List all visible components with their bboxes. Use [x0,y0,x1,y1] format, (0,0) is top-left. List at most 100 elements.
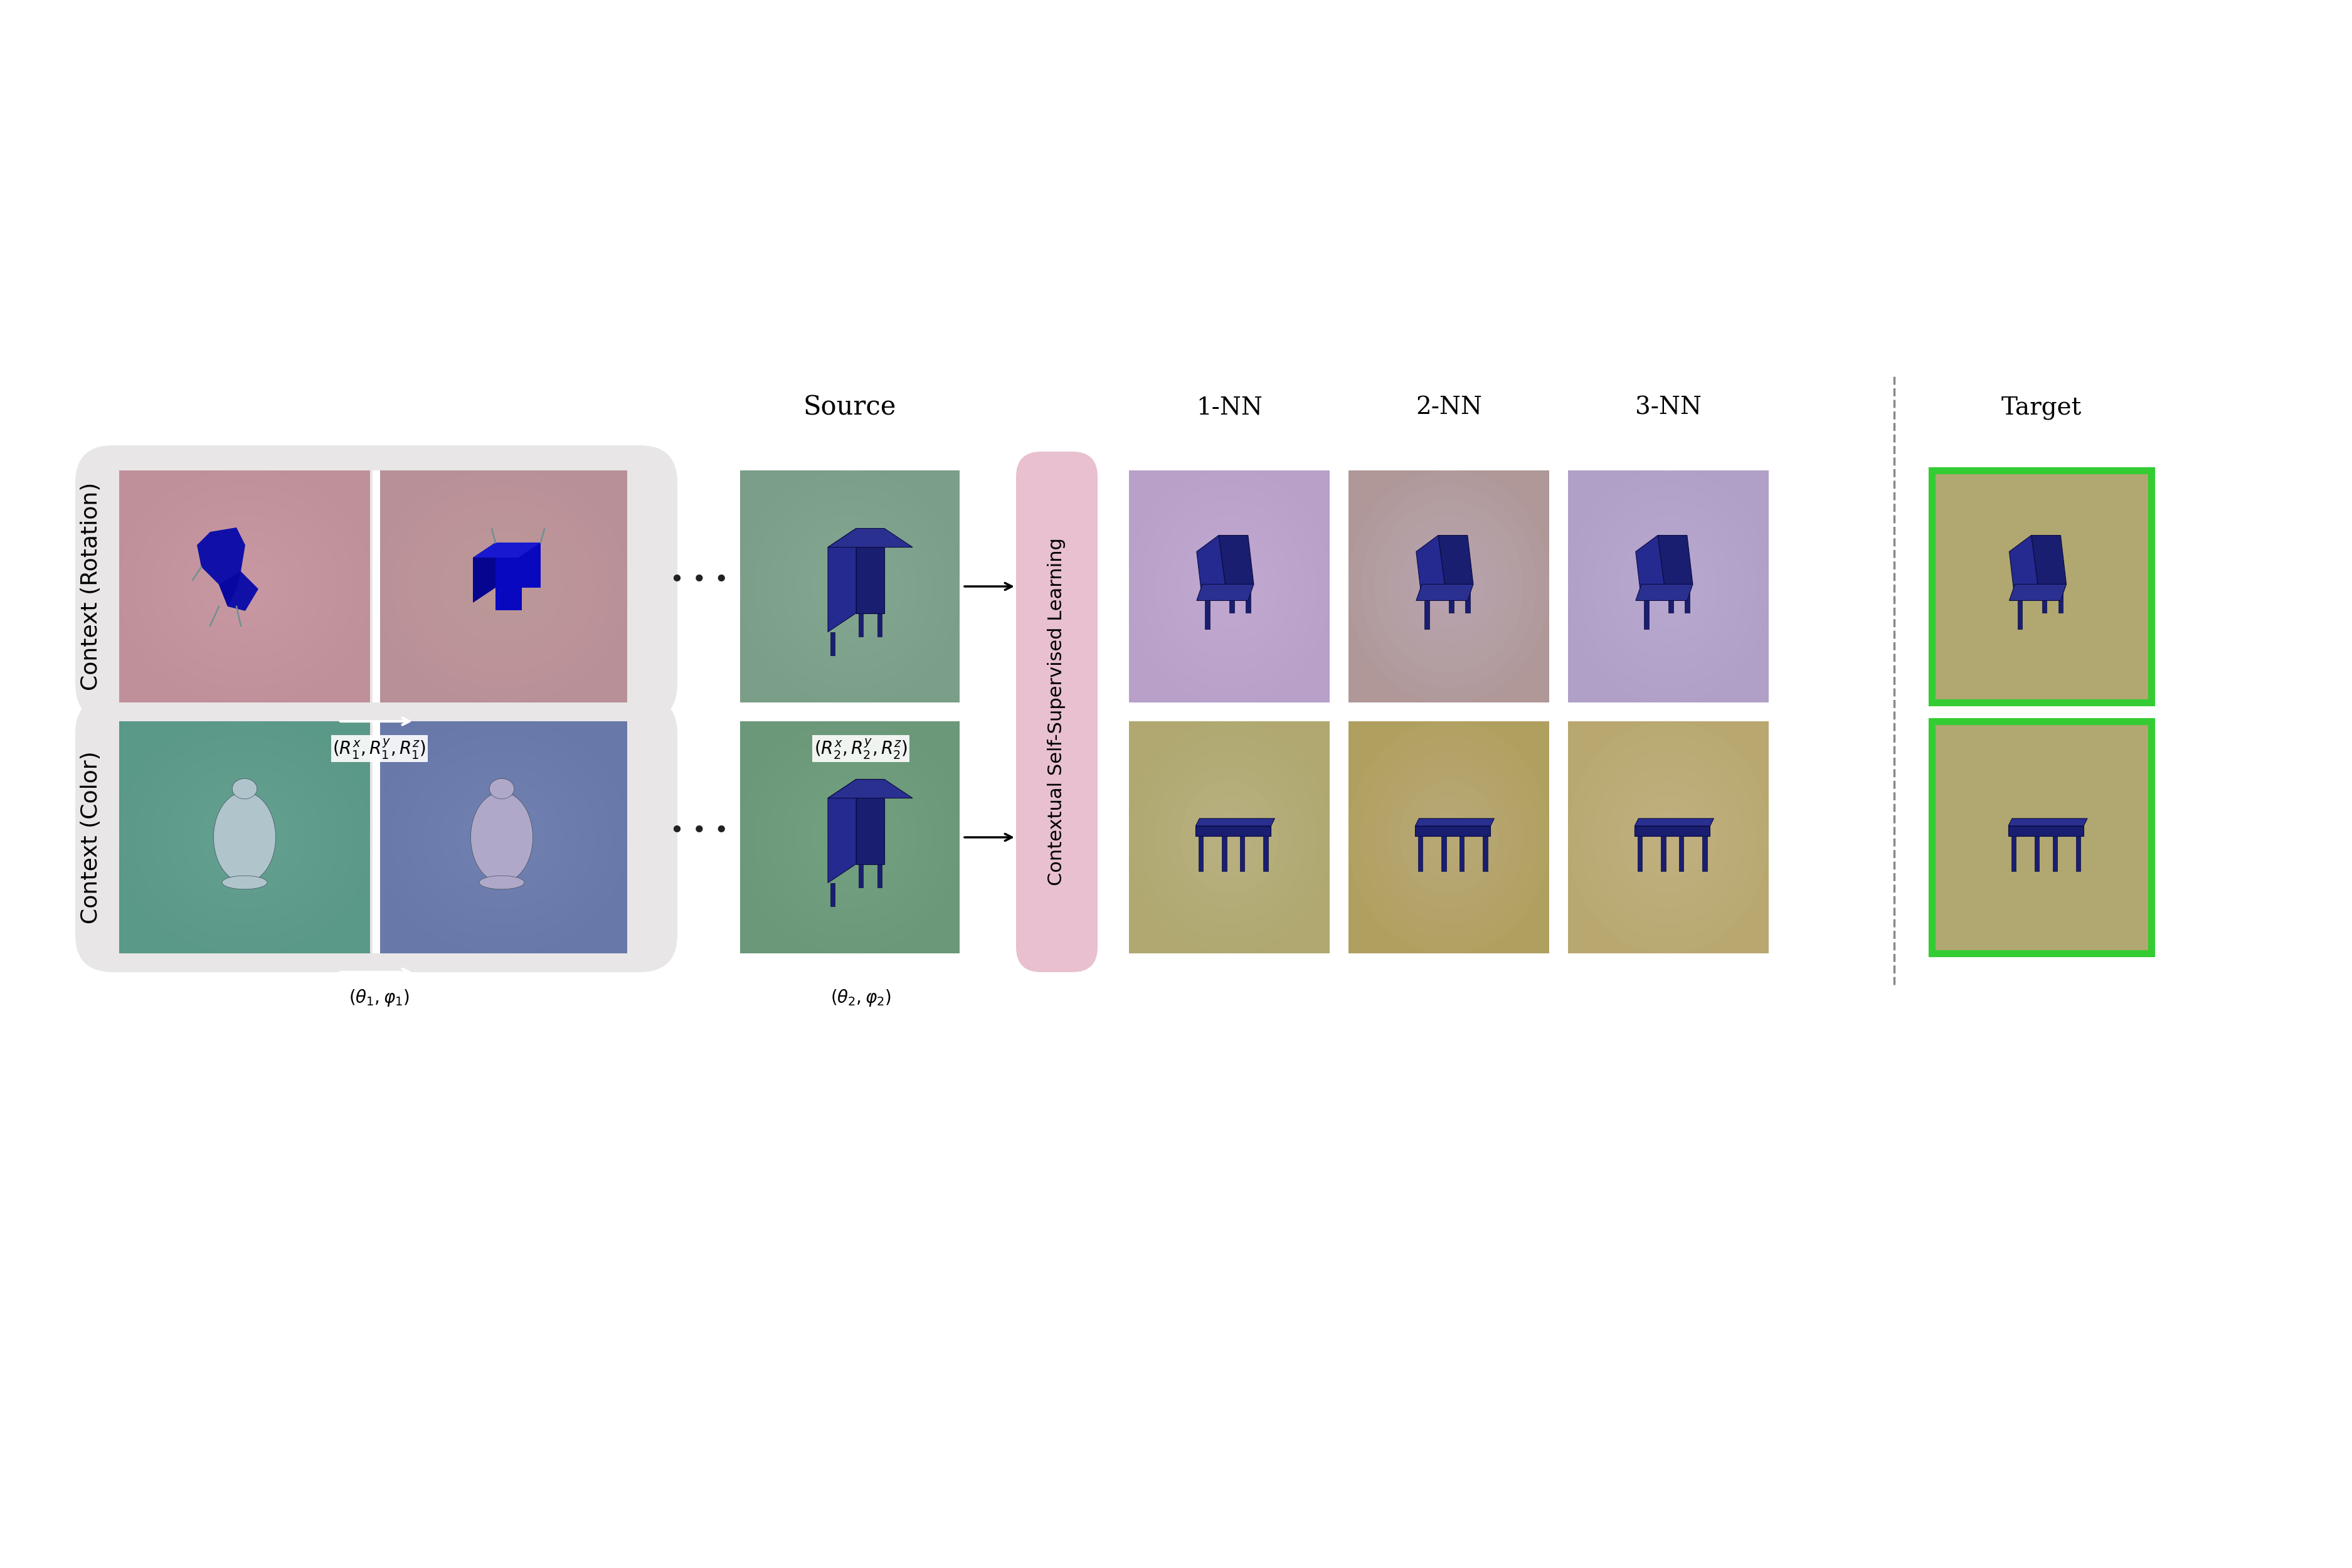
Polygon shape [1668,585,1672,613]
Ellipse shape [470,792,534,883]
Ellipse shape [1439,575,1458,597]
Text: Context (Rotation): Context (Rotation) [80,483,101,690]
Text: 1-NN: 1-NN [1197,397,1263,419]
Ellipse shape [167,516,322,657]
Bar [1348,470,1550,702]
Bar [830,883,835,906]
Ellipse shape [1414,797,1484,878]
Polygon shape [1204,601,1209,629]
Ellipse shape [783,767,917,908]
Bar [372,470,381,702]
Ellipse shape [811,546,889,627]
Bar [376,470,628,702]
Polygon shape [856,779,884,864]
Ellipse shape [1192,797,1265,878]
Ellipse shape [755,486,946,687]
Polygon shape [1635,585,1693,601]
Polygon shape [1465,585,1470,613]
Bar [741,721,960,953]
Ellipse shape [1192,546,1265,627]
Ellipse shape [1632,797,1705,878]
Ellipse shape [456,797,546,878]
Polygon shape [1197,535,1225,601]
Ellipse shape [1129,721,1329,953]
Ellipse shape [376,721,628,953]
Ellipse shape [233,779,256,800]
Ellipse shape [1399,781,1498,894]
Ellipse shape [480,875,524,889]
Bar [830,632,835,655]
Ellipse shape [1207,560,1251,613]
Ellipse shape [840,826,861,848]
Ellipse shape [233,575,256,597]
Ellipse shape [409,500,595,673]
Ellipse shape [741,721,960,953]
Text: $(R_2^x, R_2^y, R_2^z)$: $(R_2^x, R_2^y, R_2^z)$ [814,737,908,760]
Ellipse shape [426,516,579,657]
Ellipse shape [473,811,532,864]
Ellipse shape [409,751,595,924]
Bar [1569,721,1769,953]
Ellipse shape [1581,486,1757,687]
Polygon shape [1416,585,1472,601]
Ellipse shape [1388,516,1510,657]
Polygon shape [1437,535,1472,585]
Bar [877,613,882,637]
Bar [1129,470,1329,702]
Ellipse shape [1646,560,1691,613]
Ellipse shape [214,792,275,883]
Polygon shape [2042,585,2046,613]
Ellipse shape [1581,737,1757,938]
Polygon shape [2009,818,2086,826]
Polygon shape [828,528,913,547]
Ellipse shape [783,516,917,657]
Text: Context (Color): Context (Color) [80,751,101,924]
Ellipse shape [1646,811,1691,864]
Ellipse shape [769,751,931,924]
Ellipse shape [136,486,353,687]
Ellipse shape [440,781,562,894]
Polygon shape [1635,818,1715,826]
Polygon shape [2018,601,2023,629]
Ellipse shape [151,751,339,924]
Text: $(R_1^x, R_1^y, R_1^z)$: $(R_1^x, R_1^y, R_1^z)$ [332,737,426,760]
Ellipse shape [393,486,612,687]
Ellipse shape [120,470,369,702]
Ellipse shape [393,737,612,938]
Polygon shape [2032,535,2067,585]
Ellipse shape [1569,470,1769,702]
Polygon shape [473,543,496,602]
Bar [1418,836,1423,872]
Ellipse shape [1388,767,1510,908]
Ellipse shape [811,797,889,878]
Ellipse shape [1621,781,1717,894]
Polygon shape [1416,818,1494,826]
Polygon shape [473,543,541,558]
Bar [120,721,369,953]
Bar [1569,470,1769,702]
Ellipse shape [200,797,289,878]
Polygon shape [1635,826,1710,836]
Bar [858,864,863,887]
Polygon shape [1449,585,1454,613]
Bar [1442,836,1446,872]
Polygon shape [828,779,913,798]
Ellipse shape [1167,516,1291,657]
Bar [877,864,882,887]
Ellipse shape [797,781,903,894]
FancyBboxPatch shape [75,696,677,972]
Ellipse shape [1181,781,1277,894]
Ellipse shape [1658,575,1679,597]
Ellipse shape [221,875,268,889]
Ellipse shape [1658,826,1679,848]
Text: $(\theta_1, \varphi_1)$: $(\theta_1, \varphi_1)$ [348,988,409,1008]
Polygon shape [1416,826,1491,836]
Ellipse shape [1414,546,1484,627]
Polygon shape [1635,535,1665,601]
Polygon shape [1425,601,1430,629]
Bar [1263,836,1268,872]
Ellipse shape [1141,486,1317,687]
Polygon shape [828,528,856,632]
Bar [1661,836,1665,872]
Ellipse shape [151,500,339,673]
